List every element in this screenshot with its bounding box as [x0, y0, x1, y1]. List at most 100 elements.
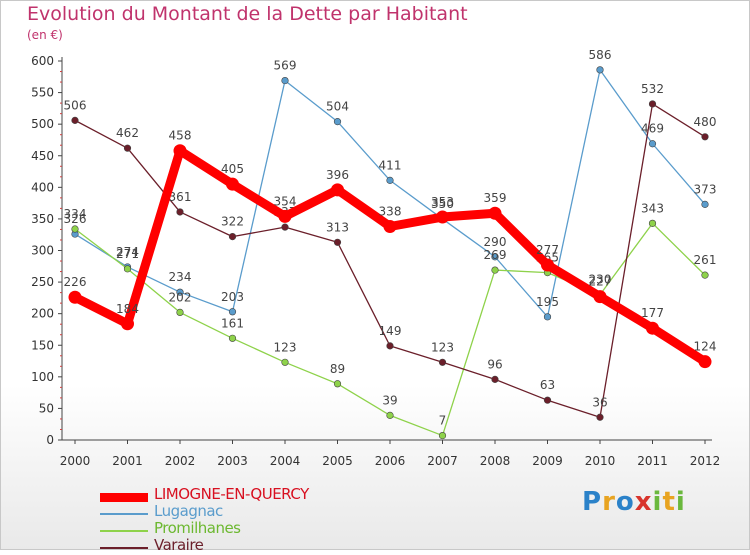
- y-tick-label: 550: [31, 86, 54, 100]
- data-point: [491, 266, 499, 274]
- data-label: 353: [431, 195, 454, 209]
- data-point: [176, 208, 184, 216]
- data-point: [176, 308, 184, 317]
- data-point: [438, 358, 447, 366]
- chart-subtitle: (en €): [27, 28, 63, 42]
- data-label: 269: [484, 248, 507, 262]
- data-label: 343: [641, 201, 664, 215]
- data-point: [541, 258, 554, 272]
- data-label: 161: [221, 316, 244, 330]
- chart-title: Evolution du Montant de la Dette par Hab…: [27, 3, 468, 25]
- data-label: 334: [64, 207, 87, 221]
- brand-logo: Proxiti: [582, 487, 686, 517]
- data-point: [386, 176, 394, 184]
- data-point: [646, 321, 659, 335]
- data-label: 322: [221, 215, 244, 229]
- y-tick-label: 100: [31, 370, 54, 384]
- data-label: 506: [64, 98, 87, 112]
- data-label: 96: [487, 357, 502, 371]
- data-point: [436, 210, 449, 224]
- data-label: 313: [326, 220, 349, 234]
- x-tick-label: 2004: [270, 454, 301, 468]
- data-point: [176, 288, 184, 296]
- data-label: 396: [326, 168, 349, 182]
- data-point: [648, 140, 657, 148]
- data-label: 202: [169, 290, 192, 304]
- data-point: [701, 271, 709, 279]
- data-point: [123, 265, 132, 273]
- legend-label: LIMOGNE-EN-QUERCY: [154, 485, 309, 503]
- data-label: 149: [379, 324, 402, 338]
- data-label: 359: [484, 191, 507, 205]
- data-label: 361: [169, 190, 192, 204]
- data-point: [491, 375, 499, 383]
- data-point: [491, 253, 499, 261]
- data-point: [281, 358, 289, 366]
- x-tick-label: 2003: [217, 454, 248, 468]
- data-label: 480: [694, 115, 717, 129]
- data-label: 532: [641, 82, 664, 96]
- y-tick-label: 200: [31, 307, 54, 321]
- data-label: 177: [641, 306, 664, 320]
- legend-label: Promilhanes: [154, 519, 241, 537]
- x-tick-label: 2012: [690, 454, 721, 468]
- x-tick-label: 2002: [165, 454, 196, 468]
- legend-swatch: [100, 493, 148, 502]
- data-point: [281, 76, 289, 85]
- data-point: [543, 396, 552, 404]
- data-point: [333, 380, 342, 388]
- data-point: [648, 219, 657, 227]
- data-point: [701, 200, 709, 208]
- x-tick-label: 2009: [532, 454, 563, 468]
- x-tick-label: 2008: [480, 454, 511, 468]
- data-label: 203: [221, 290, 244, 304]
- data-point: [386, 411, 394, 419]
- data-label: 350: [431, 197, 454, 211]
- data-point: [596, 413, 604, 421]
- data-label: 326: [64, 212, 87, 226]
- data-label: 123: [431, 340, 454, 354]
- y-tick-label: 350: [31, 212, 54, 226]
- data-label: 469: [641, 122, 664, 136]
- data-point: [488, 206, 502, 220]
- data-label: 271: [116, 247, 139, 261]
- data-point: [596, 66, 604, 74]
- data-point: [173, 144, 187, 158]
- data-label: 261: [694, 253, 717, 267]
- data-point: [226, 177, 239, 191]
- y-tick-label: 400: [31, 180, 54, 194]
- legend-label: Lugagnac: [154, 502, 223, 520]
- data-point: [121, 317, 134, 331]
- data-label: 411: [379, 158, 402, 172]
- data-point: [281, 223, 289, 231]
- legend-swatch: [100, 513, 148, 515]
- data-label: 184: [116, 302, 139, 316]
- data-point: [228, 233, 237, 241]
- x-tick-label: 2007: [427, 454, 458, 468]
- y-tick-label: 300: [31, 244, 54, 258]
- data-point: [333, 118, 342, 126]
- data-label: 226: [64, 275, 87, 289]
- data-label: 458: [169, 129, 192, 143]
- x-tick-label: 2010: [585, 454, 616, 468]
- data-label: 227: [589, 275, 612, 289]
- x-tick-label: 2001: [112, 454, 143, 468]
- data-point: [333, 238, 342, 246]
- y-tick-label: 600: [31, 54, 54, 68]
- data-point: [278, 209, 292, 223]
- data-label: 569: [274, 59, 297, 73]
- data-label: 195: [536, 295, 559, 309]
- legend-label: Varaire: [154, 536, 204, 554]
- y-tick-label: 250: [31, 275, 54, 289]
- data-label: 124: [694, 340, 717, 354]
- x-tick-label: 2000: [60, 454, 91, 468]
- data-point: [383, 219, 397, 233]
- data-point: [71, 116, 79, 124]
- x-tick-label: 2011: [637, 454, 668, 468]
- data-label: 586: [589, 48, 612, 62]
- data-point: [593, 290, 607, 304]
- data-label: 234: [169, 270, 192, 284]
- data-label: 277: [536, 243, 559, 257]
- x-tick-label: 2006: [375, 454, 406, 468]
